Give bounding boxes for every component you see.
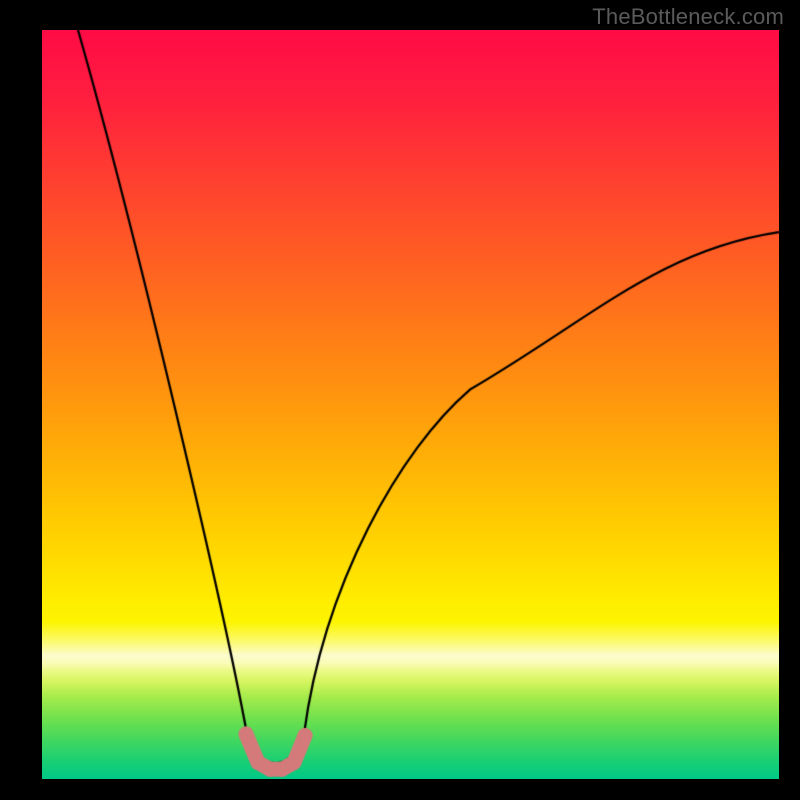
bottleneck-curve	[0, 0, 800, 800]
watermark-text: TheBottleneck.com	[592, 4, 784, 30]
